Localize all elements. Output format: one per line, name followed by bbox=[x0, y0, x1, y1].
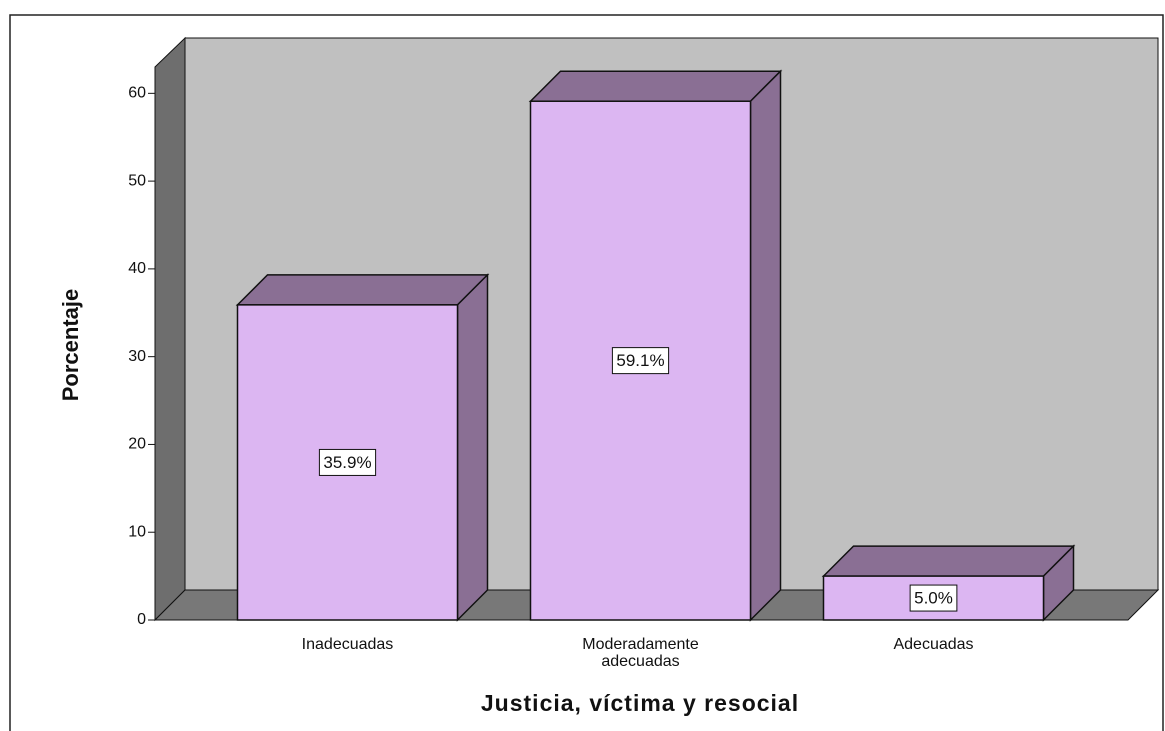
data-label-box bbox=[909, 584, 958, 612]
bar-top bbox=[821, 545, 1076, 577]
y-tick-label: 30 bbox=[128, 348, 146, 365]
x-tick-label: Inadecuadas bbox=[302, 636, 394, 653]
y-tick-label: 0 bbox=[137, 611, 146, 628]
bar-side bbox=[749, 69, 782, 622]
y-tick-label: 50 bbox=[128, 172, 146, 189]
side-wall bbox=[154, 36, 186, 622]
data-label-box bbox=[611, 347, 670, 375]
y-tick-label: 20 bbox=[128, 436, 146, 453]
bar-top bbox=[528, 70, 783, 102]
bar-top bbox=[235, 274, 490, 306]
y-tick-label: 40 bbox=[128, 260, 146, 277]
frame bbox=[9, 14, 1164, 731]
x-tick-label-line: Moderadamente bbox=[582, 636, 699, 653]
x-tick-label-line: adecuadas bbox=[601, 653, 679, 670]
x-axis-title: Justicia, víctima y resocial bbox=[481, 690, 799, 716]
data-label: 35.9% bbox=[323, 453, 371, 472]
bar-side bbox=[456, 273, 489, 622]
data-label: 59.1% bbox=[616, 351, 664, 370]
x-tick-label: Adecuadas bbox=[893, 636, 973, 653]
y-tick-label: 10 bbox=[128, 523, 146, 540]
data-label-box bbox=[318, 448, 377, 476]
data-label: 5.0% bbox=[914, 589, 953, 608]
x-tick-label: Moderadamente adecuadas bbox=[582, 636, 699, 670]
y-axis-title: Porcentaje bbox=[58, 289, 83, 402]
y-tick-label: 60 bbox=[128, 85, 146, 102]
